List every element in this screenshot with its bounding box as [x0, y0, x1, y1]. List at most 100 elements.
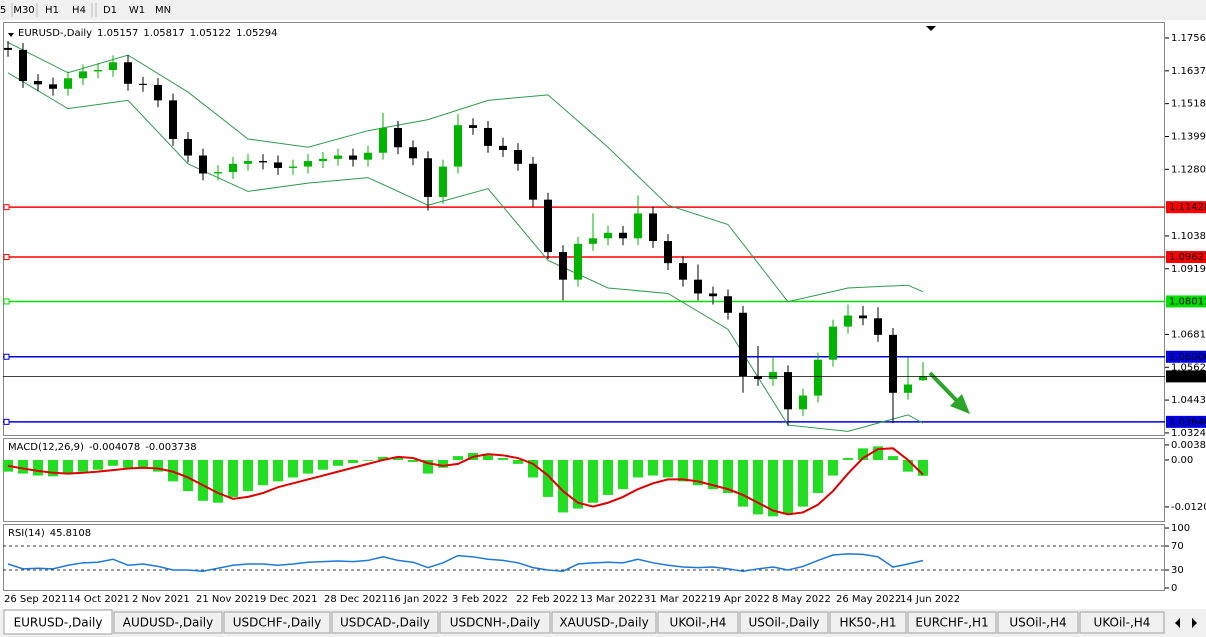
level-price-box — [1166, 415, 1206, 428]
menu-marker — [8, 33, 14, 37]
chart-tab[interactable] — [439, 611, 551, 634]
macd-bar — [723, 459, 733, 494]
y-tick-label: 1.05625 — [1171, 362, 1206, 373]
macd-bar — [528, 459, 538, 478]
timeframe-button[interactable]: D1 — [103, 5, 117, 16]
chart-tab[interactable] — [829, 611, 907, 634]
y-tick-label: 1.15180 — [1171, 99, 1206, 110]
main-panel — [3, 22, 1165, 436]
chart-tab[interactable] — [331, 611, 439, 634]
chart-tab-label[interactable]: USDCAD-,Daily — [340, 616, 430, 630]
candle-body — [349, 155, 357, 160]
macd-bar — [828, 459, 838, 476]
chart-tab[interactable] — [1079, 611, 1165, 634]
macd-bar — [768, 459, 778, 517]
timeframe-button[interactable]: H4 — [72, 5, 86, 16]
x-tick-label: 14 Jun 2022 — [900, 594, 960, 605]
chart-info: EURUSD-,Daily — [18, 28, 92, 39]
candle-body — [634, 213, 642, 239]
y-tick-label: 0.00 — [1171, 455, 1193, 466]
candle-body — [499, 145, 507, 151]
timeframe-button[interactable]: H1 — [45, 5, 59, 16]
timeframe-button[interactable]: 5 — [0, 5, 6, 16]
x-tick-label: 28 Dec 2021 — [324, 594, 388, 605]
macd-bar — [78, 459, 88, 472]
scroll-left[interactable] — [1175, 618, 1180, 628]
chart-tab-label[interactable]: AUDUSD-,Daily — [123, 616, 213, 630]
macd-bar — [603, 459, 613, 495]
rsi-line — [7, 553, 924, 572]
y-tick-label: 1.16370 — [1171, 66, 1206, 77]
chart-tab-label[interactable]: EURUSD-,Daily — [14, 616, 103, 630]
chart-tab[interactable] — [739, 611, 829, 634]
chart-tab[interactable] — [551, 611, 657, 634]
x-tick-label: 8 May 2022 — [772, 594, 831, 605]
macd-bar — [93, 459, 103, 470]
chart-tab[interactable] — [113, 611, 223, 634]
chart-tab-label[interactable]: USDCNH-,Daily — [450, 616, 541, 630]
timeframe-button[interactable]: MN — [155, 5, 171, 16]
bollinger-band — [7, 72, 924, 432]
chart-tab-label[interactable]: UKOil-,H4 — [670, 616, 727, 630]
chart-tab-label[interactable]: EURCHF-,H1 — [915, 616, 988, 630]
chart-tab-label[interactable]: HK50-,H1 — [840, 616, 897, 630]
level-price-box — [1166, 295, 1206, 308]
macd-bar — [288, 459, 298, 478]
macd-bar — [318, 459, 328, 470]
chart-tab[interactable] — [997, 611, 1079, 634]
candle-body — [859, 315, 867, 319]
macd-bar — [33, 459, 43, 476]
chart-tab-label[interactable]: USOil-,H4 — [1009, 616, 1066, 630]
macd-bar — [693, 459, 703, 486]
x-tick-label: 9 Dec 2021 — [260, 594, 318, 605]
macd-bar — [123, 459, 133, 468]
candle-body — [34, 81, 42, 85]
y-tick-label: 1.03245 — [1171, 428, 1206, 439]
macd-bar — [618, 459, 628, 490]
level-price: 1.06006 — [1169, 352, 1206, 363]
macd-bar — [18, 459, 28, 474]
macd-bar — [393, 457, 403, 460]
macd-panel — [3, 438, 1165, 522]
y-tick-label: 1.13990 — [1171, 131, 1206, 142]
level-handle — [3, 418, 10, 425]
y-tick-label: 1.12800 — [1171, 164, 1206, 175]
timeframe-button[interactable]: W1 — [129, 5, 145, 16]
level-price: 1.11428 — [1169, 202, 1206, 213]
chart-tab-label[interactable]: UKOil-,H4 — [1094, 616, 1151, 630]
candle-body — [679, 263, 687, 280]
scroll-right[interactable] — [1192, 618, 1197, 628]
candle-body — [754, 376, 762, 379]
macd-bar — [228, 459, 238, 497]
macd-bar — [753, 459, 763, 515]
x-tick-label: 13 Mar 2022 — [580, 594, 643, 605]
chart-tab-label[interactable]: XAUUSD-,Daily — [559, 616, 648, 630]
macd-bar — [273, 459, 283, 482]
current-price: 1.05294 — [1169, 371, 1206, 382]
macd-bar — [108, 459, 118, 466]
y-tick-label: 1.17560 — [1171, 33, 1206, 44]
chart-tab[interactable] — [223, 611, 331, 634]
chart-tab-label[interactable]: USOil-,Daily — [748, 616, 819, 630]
timeframe-button[interactable]: M30 — [13, 5, 34, 16]
candle-body — [919, 376, 927, 381]
macd-bar — [588, 459, 598, 503]
chart-tab-label[interactable]: USDCHF-,Daily — [233, 616, 321, 630]
chart-tab[interactable] — [907, 611, 997, 634]
macd-bar — [48, 459, 58, 477]
rsi-panel — [3, 524, 1165, 591]
chart-tab[interactable] — [657, 611, 739, 634]
chart-tab[interactable] — [3, 609, 113, 635]
candle-body — [724, 296, 732, 313]
candle-body — [139, 83, 147, 85]
candle-body — [364, 152, 372, 160]
chart-info: 1.05294 — [236, 28, 277, 39]
candle-body — [544, 199, 552, 253]
macd-bar — [903, 459, 913, 472]
macd-bar — [558, 459, 568, 513]
indicator-info: -0.003738 — [145, 442, 196, 453]
candle-body — [214, 172, 222, 174]
